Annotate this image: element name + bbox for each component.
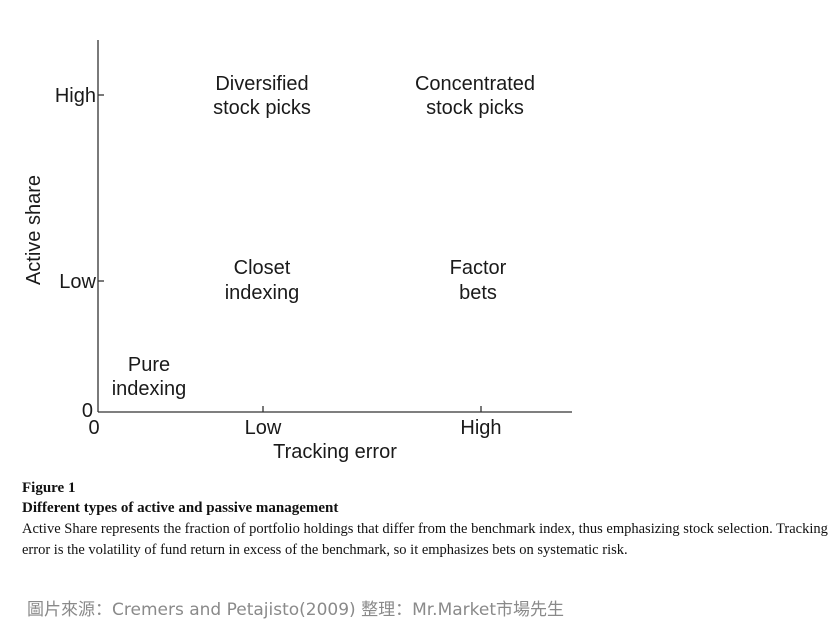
- x-axis-title: Tracking error: [273, 441, 397, 463]
- y-axis-title: Active share: [23, 175, 45, 285]
- y-tick-label-low: Low: [59, 271, 96, 293]
- label-closet-line2: indexing: [225, 282, 300, 304]
- x-tick-label-low: Low: [245, 417, 282, 439]
- label-factor-line1: Factor: [450, 257, 507, 279]
- source-note: 圖片來源：Cremers and Petajisto(2009) 整理：Mr.M…: [27, 600, 565, 620]
- figure-description: Active Share represents the fraction of …: [22, 521, 828, 558]
- y-tick-label-high: High: [55, 85, 96, 107]
- label-diversified-line1: Diversified: [215, 73, 308, 95]
- figure-title: Different types of active and passive ma…: [22, 500, 339, 516]
- figure-number: Figure 1: [22, 480, 76, 496]
- label-concentrated-line2: stock picks: [426, 97, 524, 119]
- label-concentrated-line1: Concentrated: [415, 73, 535, 95]
- y-tick-label-zero: 0: [82, 400, 93, 422]
- x-tick-label-high: High: [460, 417, 501, 439]
- label-diversified-line2: stock picks: [213, 97, 311, 119]
- x-tick-label-zero: 0: [88, 417, 99, 439]
- diagram-figure: High Low 0 0 Low High Active share Track…: [23, 40, 572, 463]
- label-factor-line2: bets: [459, 282, 497, 304]
- figure-caption: Figure 1 Different types of active and p…: [22, 478, 834, 561]
- label-pure-line1: Pure: [128, 354, 170, 376]
- label-pure-line2: indexing: [112, 378, 187, 400]
- label-closet-line1: Closet: [234, 257, 291, 279]
